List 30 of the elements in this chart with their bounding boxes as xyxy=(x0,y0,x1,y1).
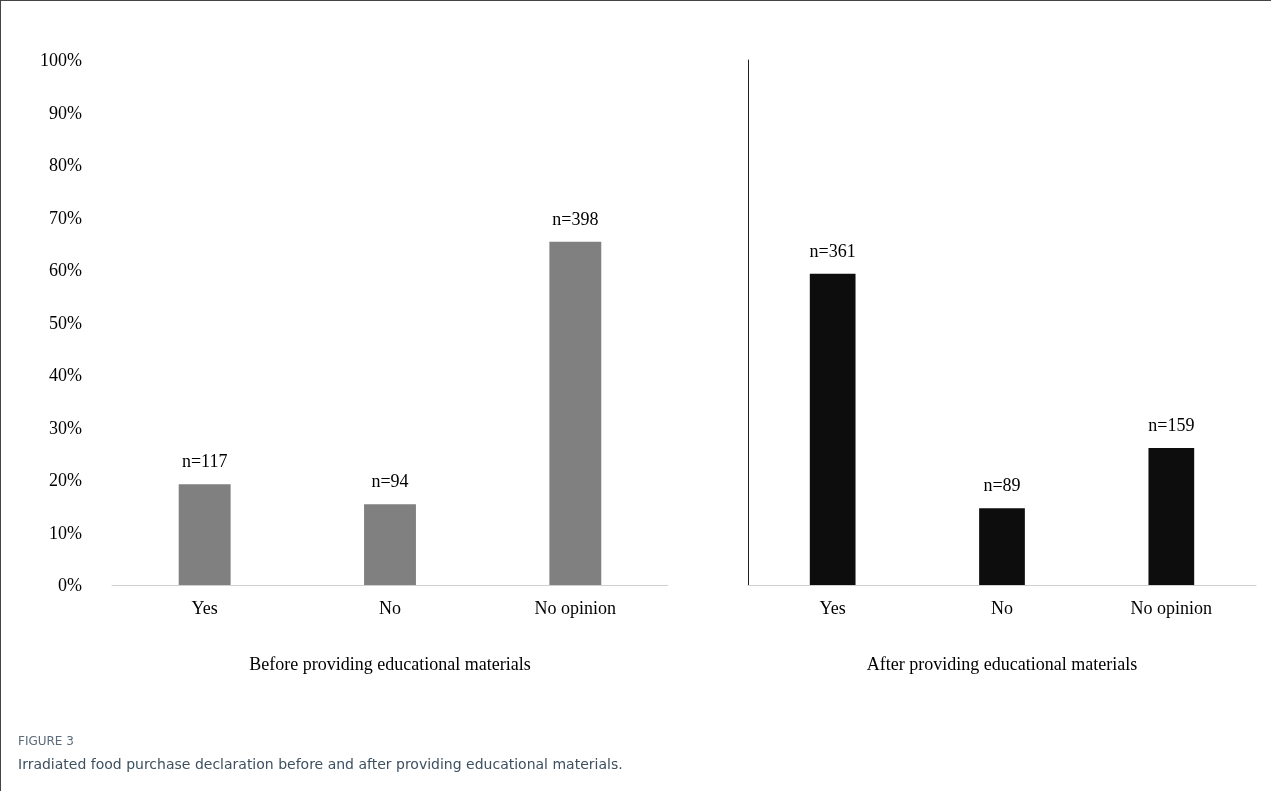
y-tick-label: 80% xyxy=(49,155,82,175)
x-tick-label: Yes xyxy=(819,598,846,618)
y-tick-label: 100% xyxy=(40,50,82,70)
y-tick-label: 70% xyxy=(49,207,82,228)
y-tick-label: 60% xyxy=(49,260,82,280)
x-tick-label: No opinion xyxy=(534,598,617,618)
y-tick-label: 0% xyxy=(58,575,82,595)
bar xyxy=(549,241,602,585)
y-tick-label: 30% xyxy=(49,417,82,438)
annotation: n=117 xyxy=(181,451,228,472)
bar xyxy=(178,484,231,585)
x-tick-label: Yes xyxy=(191,598,218,618)
annotation: n=398 xyxy=(552,208,599,229)
x-tick-label: No opinion xyxy=(1130,598,1213,618)
y-tick-label: 20% xyxy=(49,470,82,490)
text: Irradiated food purchase declaration before and after providing educational materials. xyxy=(18,756,623,772)
y-tick-label: 50% xyxy=(49,312,82,333)
y-tick-label: 40% xyxy=(49,365,82,385)
annotation: n=94 xyxy=(371,471,409,492)
y-tick-label: 10% xyxy=(49,522,82,543)
annotation: n=159 xyxy=(1148,414,1195,435)
y-tick-label: 90% xyxy=(49,102,82,123)
x-tick-label: No xyxy=(379,598,401,618)
x-axis-title: After providing educational materials xyxy=(866,654,1138,674)
caption: FIGURE 3 xyxy=(18,734,74,748)
annotation: n=89 xyxy=(983,475,1021,496)
annotation: n=361 xyxy=(809,240,856,261)
x-axis-title: Before providing educational materials xyxy=(249,654,531,674)
x-tick-label: No xyxy=(991,598,1013,618)
bar xyxy=(364,504,416,585)
